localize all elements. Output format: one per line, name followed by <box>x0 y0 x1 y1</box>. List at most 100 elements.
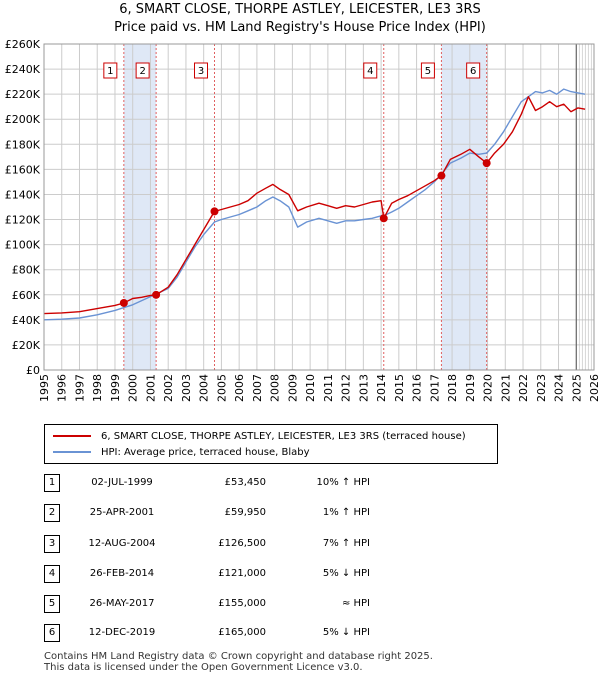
footer-copyright: Contains HM Land Registry data © Crown c… <box>44 651 433 662</box>
sale-marker-box <box>466 62 481 79</box>
y-tick-label: £180K <box>5 138 41 151</box>
sale-marker-label: 5 <box>425 66 431 77</box>
x-tick-label: 1995 <box>38 374 51 402</box>
hpi-line <box>43 88 586 321</box>
chart-subtitle: Price paid vs. HM Land Registry's House … <box>114 20 486 35</box>
sale-point <box>379 214 388 223</box>
y-tick-label: £100K <box>5 239 41 252</box>
plot-frame <box>43 43 595 371</box>
x-tick-label: 2007 <box>251 374 264 402</box>
x-tick-label: 2013 <box>357 374 370 402</box>
transaction-price: £165,000 <box>218 627 266 638</box>
x-tick-label: 2003 <box>180 374 193 402</box>
sale-marker-label: 1 <box>107 66 113 77</box>
y-tick-label: £60K <box>12 289 41 302</box>
transaction-date: 26-FEB-2014 <box>89 568 155 579</box>
x-tick-label: 2012 <box>340 374 353 402</box>
transaction-price: £126,500 <box>218 538 266 549</box>
x-tick-label: 2016 <box>411 374 424 402</box>
y-tick-label: £200K <box>5 113 41 126</box>
transaction-price: £121,000 <box>218 568 266 579</box>
transaction-hpi-relation: 7% ↑ HPI <box>322 538 370 549</box>
transaction-hpi-relation: 10% ↑ HPI <box>316 477 370 488</box>
footer: Contains HM Land Registry data © Crown c… <box>44 651 433 673</box>
transaction-hpi-relation: 5% ↓ HPI <box>322 627 370 638</box>
shaded-span <box>441 44 487 370</box>
footer-license: This data is licensed under the Open Gov… <box>44 662 363 673</box>
transaction-hpi-relation: 1% ↑ HPI <box>322 507 370 518</box>
transaction-date: 12-DEC-2019 <box>88 627 156 638</box>
transaction-price: £59,950 <box>224 507 266 518</box>
sale-marker-box <box>363 62 378 79</box>
x-tick-label: 2021 <box>499 374 512 402</box>
x-tick-label: 2008 <box>269 374 282 402</box>
transaction-number: 1 <box>44 474 60 492</box>
sale-point <box>437 171 446 180</box>
legend-label-hpi: HPI: Average price, terraced house, Blab… <box>101 446 310 458</box>
x-tick-label: 2017 <box>428 374 441 402</box>
x-tick-label: 2009 <box>286 374 299 402</box>
x-tick-label: 2000 <box>127 374 140 402</box>
y-tick-label: £0 <box>26 364 40 377</box>
shaded-span <box>123 44 157 370</box>
transaction-hpi-relation: 5% ↓ HPI <box>322 568 370 579</box>
legend: 6, SMART CLOSE, THORPE ASTLEY, LEICESTER… <box>44 424 498 464</box>
x-tick-label: 2005 <box>215 374 228 402</box>
x-tick-label: 2026 <box>588 374 600 402</box>
x-tick-label: 1998 <box>91 374 104 402</box>
x-tick-label: 2020 <box>482 374 495 402</box>
transaction-date: 02-JUL-1999 <box>91 477 153 488</box>
x-tick-label: 2025 <box>570 374 583 402</box>
y-tick-label: £140K <box>5 188 41 201</box>
price-chart: 1 2 3 4 5 6 £0 £20K £40K £60K £80K £100K £120K £140K £… <box>5 38 600 402</box>
y-tick-label: £120K <box>5 214 41 227</box>
sale-marker-label: 3 <box>198 66 204 77</box>
y-tick-label: £240K <box>5 63 41 76</box>
transaction-number: 2 <box>44 504 60 522</box>
x-tick-label: 2019 <box>464 374 477 402</box>
transaction-number: 3 <box>44 535 60 553</box>
legend-swatch-hpi <box>53 451 91 453</box>
transaction-date: 12-AUG-2004 <box>88 538 156 549</box>
transaction-number: 4 <box>44 565 60 583</box>
sale-marker-box <box>103 62 118 79</box>
sale-marker-label: 6 <box>470 66 476 77</box>
x-tick-label: 1996 <box>56 374 69 402</box>
sale-point <box>482 159 491 168</box>
sale-marker-box <box>135 62 150 79</box>
x-tick-label: 2024 <box>553 374 566 402</box>
y-tick-label: £220K <box>5 88 41 101</box>
property-price-line <box>43 95 586 315</box>
sale-marker-box <box>420 62 435 79</box>
y-tick-label: £260K <box>5 38 41 51</box>
sale-marker-label: 4 <box>367 66 373 77</box>
x-tick-label: 2018 <box>446 374 459 402</box>
chart-title: 6, SMART CLOSE, THORPE ASTLEY, LEICESTER… <box>119 2 481 17</box>
x-tick-label: 2006 <box>233 374 246 402</box>
y-tick-label: £80K <box>12 264 41 277</box>
y-tick-label: £160K <box>5 163 41 176</box>
sale-point <box>119 298 128 307</box>
sale-point <box>210 207 219 216</box>
sale-marker-box <box>194 62 208 79</box>
transaction-price: £155,000 <box>218 598 266 609</box>
legend-label-property: 6, SMART CLOSE, THORPE ASTLEY, LEICESTER… <box>101 430 466 442</box>
x-tick-label: 2010 <box>304 374 317 402</box>
x-tick-label: 2015 <box>393 374 406 402</box>
legend-swatch-property <box>53 435 91 437</box>
transaction-hpi-relation: ≈ HPI <box>341 598 370 609</box>
sale-point <box>152 290 161 299</box>
x-tick-label: 2011 <box>322 374 335 402</box>
transaction-number: 6 <box>44 624 60 642</box>
x-tick-label: 2014 <box>375 374 388 402</box>
x-tick-label: 1999 <box>109 374 122 402</box>
legend-entry-hpi: HPI: Average price, terraced house, Blab… <box>53 445 310 459</box>
x-tick-label: 2004 <box>198 374 211 402</box>
x-tick-label: 1997 <box>73 374 86 402</box>
sale-marker-label: 2 <box>139 66 145 77</box>
transaction-date: 26-MAY-2017 <box>89 598 155 609</box>
transaction-date: 25-APR-2001 <box>89 507 155 518</box>
x-tick-label: 2002 <box>162 374 175 402</box>
x-tick-label: 2023 <box>535 374 548 402</box>
transaction-price: £53,450 <box>224 477 266 488</box>
